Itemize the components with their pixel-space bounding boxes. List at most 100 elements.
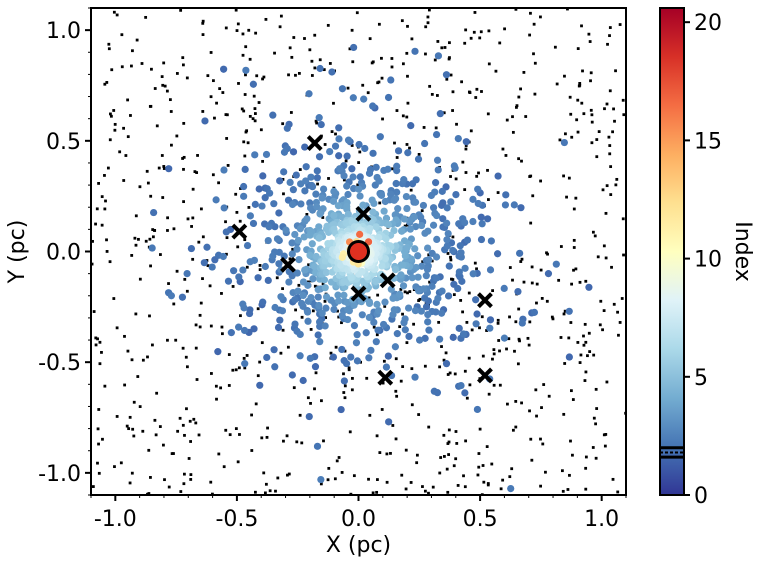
field-point [439,456,443,459]
member-point [330,187,338,195]
member-point [449,246,457,255]
member-point [444,229,452,238]
field-point [215,101,218,105]
member-point [313,167,321,175]
field-point [566,8,569,11]
y-tick-label: -0.5 [38,351,81,376]
member-point [300,233,308,241]
member-point [280,168,288,176]
field-point [176,429,180,433]
field-point [508,475,512,479]
member-point [338,85,347,93]
member-point [299,376,307,385]
field-point [588,350,592,353]
member-point [384,93,393,102]
field-point [594,387,598,391]
field-point [182,482,186,486]
member-point [374,326,382,334]
field-point [478,36,482,40]
field-point [138,405,142,408]
member-point [443,242,451,250]
member-point [322,304,330,312]
field-point [587,32,591,36]
field-point [238,433,241,436]
field-point [197,240,201,244]
member-point [454,284,462,293]
member-point [412,263,420,272]
field-point [504,154,508,157]
field-point [473,11,477,14]
field-point [343,384,347,388]
field-point [468,91,472,95]
field-point [534,388,538,392]
field-point [154,433,158,437]
member-point [315,153,324,161]
field-point [224,113,228,117]
member-point [310,262,319,271]
field-point [327,466,331,470]
field-point [390,57,394,60]
field-point [132,400,136,404]
field-point [340,471,344,474]
field-point [179,8,183,12]
member-point [434,166,442,174]
field-point [340,321,343,325]
member-point [306,231,314,239]
member-point [323,222,331,230]
field-point [558,138,562,142]
field-point [132,434,136,438]
field-point [433,58,437,62]
field-point [539,437,542,441]
field-point [576,98,580,102]
field-point [151,228,155,231]
field-point [383,305,387,308]
field-point [616,490,620,494]
member-point [445,262,453,270]
field-point [455,122,458,126]
field-point [113,128,117,132]
member-point [416,336,424,344]
field-point [596,255,600,259]
member-point [208,263,216,271]
member-point [486,266,495,274]
field-point [324,316,328,320]
member-point [474,185,482,193]
member-point [322,293,331,301]
field-point [182,472,186,476]
field-point [206,74,210,78]
member-point [419,201,428,210]
field-point [428,84,432,88]
field-point [565,195,568,199]
x-axis: -1.0 -0.5 0.0 0.5 1.0 [90,495,627,532]
field-point [405,341,409,345]
field-point [539,268,543,272]
field-point [485,445,489,449]
member-point [311,363,320,371]
field-point [522,280,526,284]
field-point [563,74,566,78]
member-point [288,371,296,379]
field-point [247,28,251,32]
member-point [167,292,175,300]
field-point [524,115,528,118]
field-point [343,396,347,400]
center-marker [347,240,370,263]
field-point [613,119,616,123]
field-point [253,107,257,110]
member-point [275,260,283,268]
field-point [253,112,257,115]
field-point [475,267,478,271]
member-point [356,192,364,200]
member-point [418,262,426,270]
field-point [463,41,467,45]
field-point [604,433,608,436]
plot-area [91,8,626,495]
field-point [131,49,134,53]
member-point [432,253,441,261]
member-point [338,312,346,320]
field-point [182,200,185,204]
field-point [110,68,114,72]
field-point [213,116,216,120]
member-point [298,299,306,308]
field-point [398,325,402,329]
